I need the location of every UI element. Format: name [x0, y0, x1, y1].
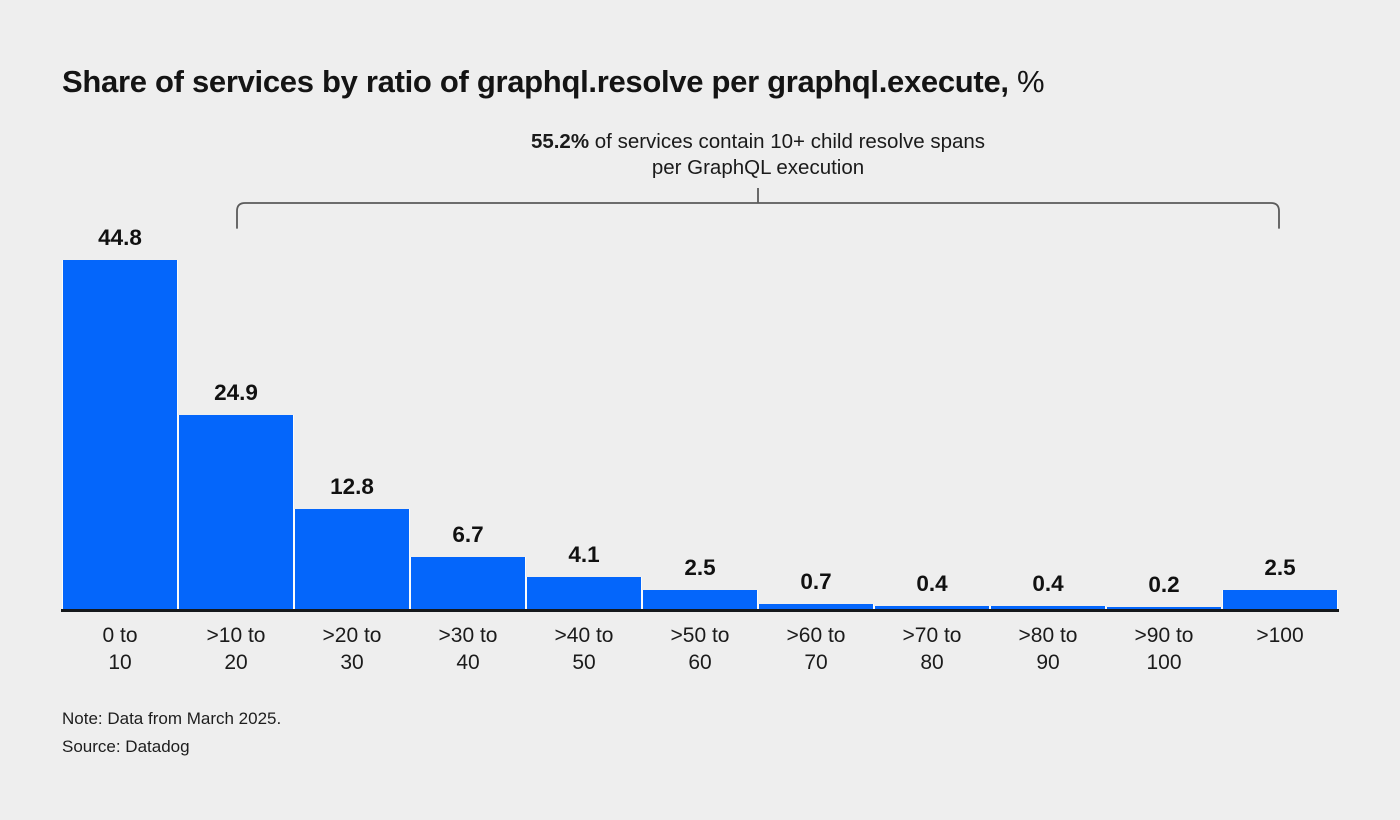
- x-axis-label: >40 to 50: [554, 624, 614, 674]
- bar: [178, 415, 294, 609]
- x-axis-line: [61, 609, 1339, 612]
- bar-value-label: 0.2: [1148, 572, 1180, 598]
- x-axis-label: >80 to 90: [1018, 624, 1078, 674]
- bracket-annotation: 55.2% of services contain 10+ child reso…: [358, 129, 1158, 181]
- bar-cell: 2.5: [642, 255, 758, 609]
- bar-plot-area: 44.8 24.9 12.8 6.7 4.1 2.5 0.7 0.4 0.4 0.2 2.5: [62, 225, 1338, 609]
- chart-title-unit: %: [1008, 64, 1045, 99]
- chart-title-main: Share of services by ratio of graphql.re…: [62, 64, 1009, 99]
- bar-value-label: 12.8: [330, 474, 374, 500]
- bar: [1106, 607, 1222, 609]
- annotation-line-1: 55.2% of services contain 10+ child reso…: [358, 129, 1158, 155]
- x-axis-label: 0 to 10: [102, 624, 138, 674]
- x-axis-label: >90 to 100: [1134, 624, 1194, 674]
- bar-cell: 0.4: [990, 255, 1106, 609]
- x-axis-label: >70 to 80: [902, 624, 962, 674]
- bar: [410, 556, 526, 609]
- annotation-highlight-value: 55.2%: [530, 130, 590, 153]
- bar: [526, 577, 642, 609]
- bar-cell: 44.8: [62, 225, 178, 609]
- bar-cell: 2.5: [1222, 255, 1338, 609]
- x-axis-label: >100: [1256, 624, 1304, 647]
- bar: [874, 605, 990, 609]
- x-axis-label: >20 to 30: [322, 624, 382, 674]
- bar-value-label: 4.1: [568, 542, 600, 568]
- bar-cell: 24.9: [178, 255, 294, 609]
- bar-value-label: 44.8: [98, 225, 142, 251]
- chart-title: Share of services by ratio of graphql.re…: [62, 64, 1045, 100]
- x-axis-label: >60 to 70: [786, 624, 846, 674]
- footer-source: Source: Datadog: [62, 736, 190, 756]
- bar-cell: 0.4: [874, 255, 990, 609]
- footer: Note: Data from March 2025. Source: Data…: [62, 705, 281, 760]
- bar: [990, 605, 1106, 609]
- bar-cell: 4.1: [526, 255, 642, 609]
- x-axis-label: >30 to 40: [438, 624, 498, 674]
- bar: [62, 260, 178, 609]
- x-axis-labels: 0 to 10 >10 to 20 >20 to 30 >30 to 40 >40 to 50 >5…: [62, 623, 1338, 676]
- bar-value-label: 24.9: [214, 380, 258, 406]
- bar-value-label: 0.7: [800, 568, 832, 594]
- x-axis-label: >50 to 60: [670, 624, 730, 674]
- bar: [758, 603, 874, 609]
- footer-note: Note: Data from March 2025.: [62, 709, 282, 728]
- bar-cell: 6.7: [410, 255, 526, 609]
- bar: [1222, 589, 1338, 609]
- bar-value-label: 0.4: [1032, 570, 1064, 596]
- bracket-span-line: [236, 202, 1280, 229]
- bar-value-label: 0.4: [916, 570, 948, 596]
- annotation-line-1-rest: of services contain 10+ child resolve sp…: [589, 130, 986, 153]
- x-axis-label: >10 to 20: [206, 624, 266, 674]
- bar-value-label: 6.7: [452, 521, 484, 547]
- annotation-line-2: per GraphQL execution: [651, 156, 865, 179]
- bar-value-label: 2.5: [684, 554, 716, 580]
- bar: [642, 589, 758, 609]
- bar-value-label: 2.5: [1264, 554, 1296, 580]
- bar-cell: 12.8: [294, 255, 410, 609]
- bar: [294, 509, 410, 609]
- bar-cell: 0.2: [1106, 255, 1222, 609]
- bar-cell: 0.7: [758, 255, 874, 609]
